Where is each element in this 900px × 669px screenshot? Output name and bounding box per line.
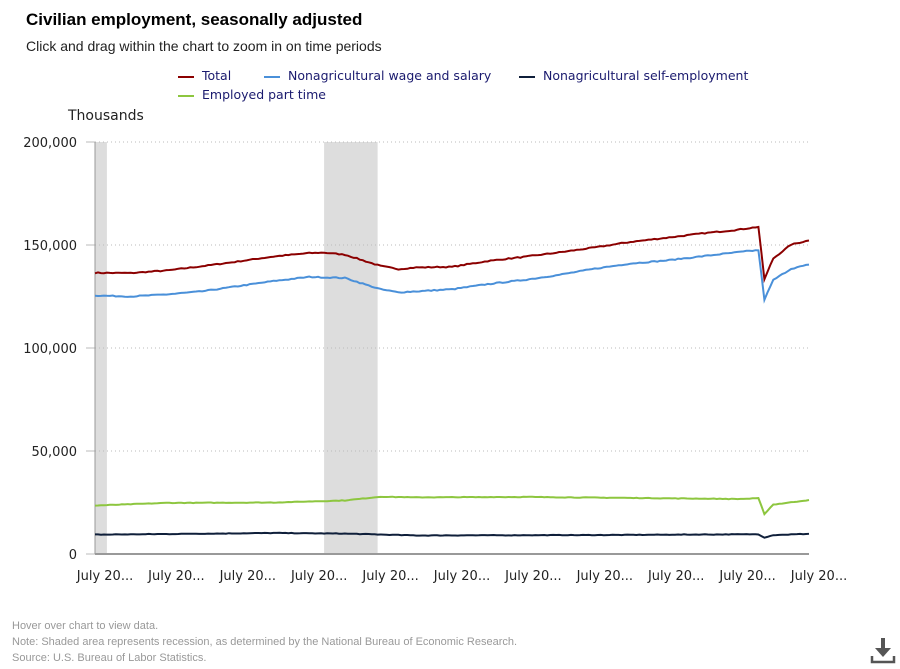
download-icon: [870, 638, 896, 664]
x-tick-label: July 20...: [576, 569, 633, 584]
legend-swatch: [519, 75, 535, 78]
chart-subtitle: Click and drag within the chart to zoom …: [26, 38, 382, 54]
x-tick-label: July 20...: [433, 569, 490, 584]
legend-item-self-employment[interactable]: Nonagricultural self-employment: [519, 68, 748, 83]
source-note: Source: U.S. Bureau of Labor Statistics.: [12, 652, 207, 664]
hover-note: Hover over chart to view data.: [12, 620, 159, 632]
legend-swatch: [264, 75, 280, 78]
y-tick-label: 150,000: [23, 239, 77, 254]
legend-swatch: [178, 75, 194, 78]
series-line-nonagricultural-wage-and-salary: [94, 249, 810, 304]
chart-title: Civilian employment, seasonally adjusted: [26, 10, 363, 29]
y-tick-label: 200,000: [23, 136, 77, 151]
y-axis-label: Thousands: [68, 108, 144, 124]
legend-label: Nonagricultural wage and salary: [288, 68, 492, 83]
x-tick-label: July 20...: [718, 569, 775, 584]
recession-shade: [95, 142, 107, 554]
x-tick-label: July 20...: [647, 569, 704, 584]
recession-note: Note: Shaded area represents recession, …: [12, 636, 518, 648]
chart-plot[interactable]: 200,000 150,000 100,000 50,000 0 July 20... Ju…: [0, 0, 900, 600]
series-line-total: [94, 225, 810, 284]
download-button[interactable]: [870, 636, 896, 664]
legend-item-part-time[interactable]: Employed part time: [178, 87, 326, 102]
y-tick-label: 100,000: [23, 342, 77, 357]
x-tick-label: July 20...: [219, 569, 276, 584]
legend-label: Employed part time: [202, 87, 326, 102]
legend-swatch: [178, 94, 194, 97]
legend-label: Nonagricultural self-employment: [543, 68, 749, 83]
x-tick-label: July 20...: [147, 569, 204, 584]
recession-shade: [324, 142, 378, 554]
legend-item-wage-salary[interactable]: Nonagricultural wage and salary: [264, 68, 491, 83]
x-tick-label: July 20...: [504, 569, 561, 584]
y-tick-label: 50,000: [32, 445, 78, 460]
x-tick-label: July 20...: [790, 569, 847, 584]
series-line-nonagricultural-self-employment: [95, 531, 810, 539]
x-tick-label: July 20...: [361, 569, 418, 584]
y-tick-label: 0: [69, 548, 77, 563]
x-tick-label: July 20...: [290, 569, 347, 584]
series-line-employed-part-time: [94, 495, 810, 516]
x-tick-label: July 20...: [76, 569, 133, 584]
legend-label: Total: [202, 68, 232, 83]
legend-item-total[interactable]: Total: [178, 68, 231, 83]
